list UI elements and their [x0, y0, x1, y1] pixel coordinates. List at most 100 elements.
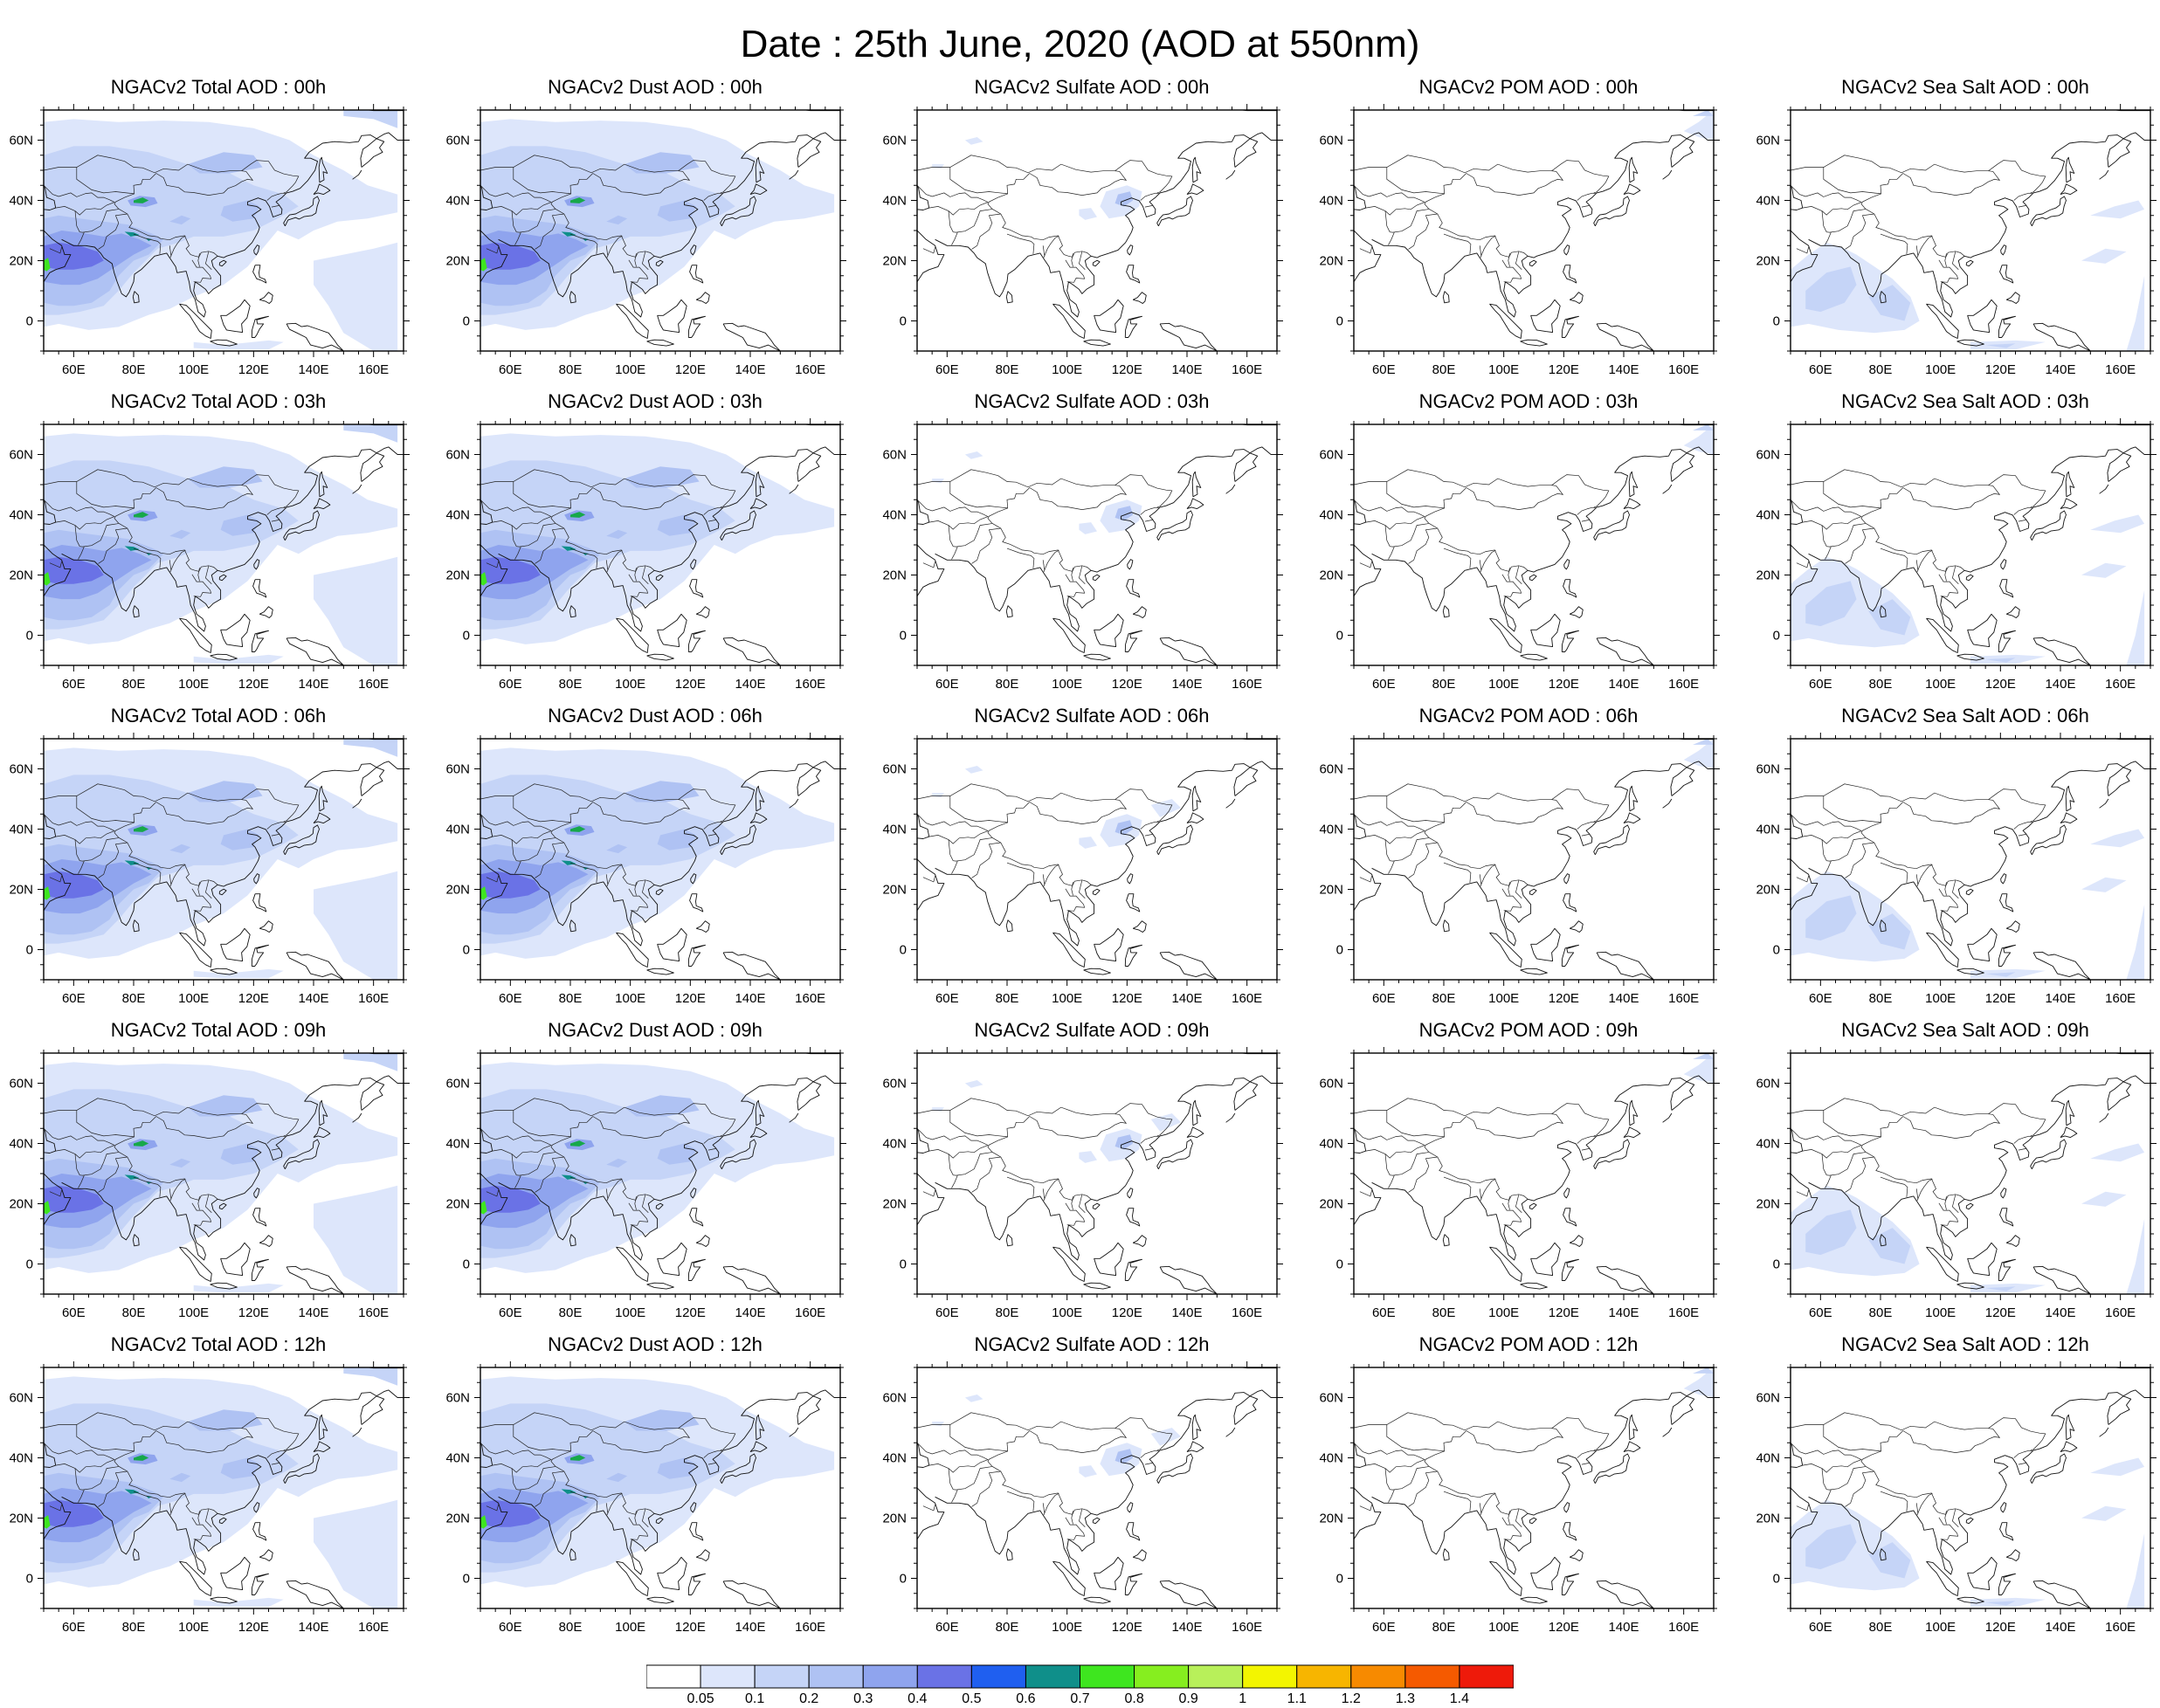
panel-title: NGACv2 POM AOD : 09h: [1418, 1019, 1639, 1041]
lat-tick-label: 40N: [1756, 823, 1780, 837]
lon-tick-label: 160E: [1232, 1305, 1262, 1320]
lat-tick-label: 20N: [1319, 883, 1343, 898]
lat-tick-label: 20N: [9, 254, 33, 269]
colorbar-bin: [916, 1664, 972, 1689]
lon-tick-label: 120E: [238, 362, 269, 377]
lon-tick-label: 120E: [1549, 1305, 1579, 1320]
lon-tick-label: 100E: [615, 991, 645, 1006]
lat-tick-label: 20N: [1756, 1197, 1780, 1212]
lon-tick-label: 80E: [559, 1305, 583, 1320]
aod-map: 60E 80E 100E 120E 140E 160E 60N 40N 20N 0: [882, 1047, 1283, 1320]
lon-tick-label: 100E: [1488, 1620, 1519, 1635]
lon-tick-label: 100E: [178, 991, 209, 1006]
lon-tick-label: 120E: [1549, 991, 1579, 1006]
lon-tick-label: 60E: [935, 362, 959, 377]
lon-tick-label: 160E: [358, 677, 389, 692]
colorbar-bin: [1080, 1664, 1135, 1689]
lon-tick-label: 120E: [1549, 1620, 1579, 1635]
lat-tick-label: 60N: [9, 1077, 33, 1092]
lat-tick-label: 60N: [1756, 448, 1780, 463]
map-panel: NGACv2 Total AOD : 00h 60E 80E 100E 120E 140E…: [0, 77, 437, 391]
map-panel: NGACv2 POM AOD : 12h 60E 80E 100E 120E 140E 16…: [1310, 1334, 1747, 1649]
lon-tick-label: 120E: [675, 677, 706, 692]
panel-title: NGACv2 Sulfate AOD : 06h: [974, 705, 1210, 727]
lon-tick-label: 120E: [675, 991, 706, 1006]
lat-tick-label: 0: [1773, 314, 1780, 329]
lon-tick-label: 100E: [178, 677, 209, 692]
lat-tick-label: 20N: [1319, 1197, 1343, 1212]
lon-tick-label: 140E: [298, 1305, 328, 1320]
lon-tick-label: 100E: [615, 1620, 645, 1635]
lat-tick-label: 0: [463, 314, 470, 329]
lat-tick-label: 20N: [1319, 254, 1343, 269]
colorbar-label: 1: [1239, 1691, 1246, 1705]
lon-tick-label: 80E: [1432, 677, 1456, 692]
lon-tick-label: 80E: [1869, 991, 1893, 1006]
lat-tick-label: 20N: [882, 1197, 907, 1212]
lat-tick-label: 60N: [1756, 1077, 1780, 1092]
lat-tick-label: 60N: [882, 448, 907, 463]
lon-tick-label: 80E: [122, 1620, 146, 1635]
colorbar-label: 1.3: [1396, 1691, 1415, 1705]
aod-map: 60E 80E 100E 120E 140E 160E 60N 40N 20N 0: [1756, 1361, 2157, 1635]
lon-tick-label: 160E: [1668, 1620, 1699, 1635]
lat-tick-label: 20N: [1319, 568, 1343, 583]
map-panel: NGACv2 Sea Salt AOD : 00h 60E 80E 100E 120E 1…: [1747, 77, 2160, 391]
lat-tick-label: 20N: [445, 1512, 470, 1526]
lat-tick-label: 0: [26, 1572, 33, 1587]
lat-tick-label: 40N: [9, 508, 33, 523]
lon-tick-label: 160E: [1668, 362, 1699, 377]
lat-tick-label: 0: [26, 629, 33, 644]
lat-tick-label: 20N: [1756, 1512, 1780, 1526]
lon-tick-label: 60E: [1809, 677, 1832, 692]
panel-title: NGACv2 Total AOD : 12h: [110, 1333, 327, 1355]
lon-tick-label: 60E: [62, 1620, 86, 1635]
colorbar-bin: [646, 1664, 701, 1689]
lon-tick-label: 100E: [1925, 1305, 1956, 1320]
colorbar-label: 1.1: [1287, 1691, 1307, 1705]
lat-tick-label: 40N: [445, 1451, 470, 1466]
map-panel: NGACv2 Total AOD : 12h 60E 80E 100E 120E 140E…: [0, 1334, 437, 1649]
lon-tick-label: 120E: [1985, 991, 2016, 1006]
lon-tick-label: 160E: [1232, 362, 1262, 377]
lat-tick-label: 40N: [1319, 1451, 1343, 1466]
lon-tick-label: 120E: [1549, 362, 1579, 377]
lon-tick-label: 160E: [1668, 991, 1699, 1006]
lat-tick-label: 20N: [445, 883, 470, 898]
lat-tick-label: 60N: [1319, 134, 1343, 148]
colorbar-label: 0.3: [853, 1691, 873, 1705]
lat-tick-label: 40N: [1756, 1137, 1780, 1152]
map-panel: NGACv2 Sulfate AOD : 06h 60E 80E 100E 120E 14…: [873, 706, 1310, 1020]
lon-tick-label: 160E: [795, 991, 825, 1006]
lon-tick-label: 140E: [1171, 1620, 1202, 1635]
map-panel: NGACv2 Dust AOD : 00h 60E 80E 100E 120E 140E 1…: [437, 77, 873, 391]
lon-tick-label: 100E: [1488, 677, 1519, 692]
lat-tick-label: 60N: [9, 448, 33, 463]
colorbar-bin: [700, 1664, 756, 1689]
lon-tick-label: 80E: [1869, 1305, 1893, 1320]
panel-title: NGACv2 Sulfate AOD : 03h: [974, 390, 1210, 412]
aod-map: 60E 80E 100E 120E 140E 160E 60N 40N 20N 0: [1319, 1361, 1720, 1635]
lat-tick-label: 60N: [882, 134, 907, 148]
panel-title: NGACv2 Dust AOD : 12h: [548, 1333, 763, 1355]
lon-tick-label: 80E: [996, 1305, 1019, 1320]
aod-map: 60E 80E 100E 120E 140E 160E 60N 40N 20N 0: [9, 418, 410, 692]
panel-title: NGACv2 Sulfate AOD : 00h: [974, 76, 1210, 98]
aod-map: 60E 80E 100E 120E 140E 160E 60N 40N 20N 0: [1756, 418, 2157, 692]
lat-tick-label: 40N: [9, 1137, 33, 1152]
map-panel: NGACv2 Sea Salt AOD : 03h 60E 80E 100E 120E 1…: [1747, 391, 2160, 706]
lon-tick-label: 140E: [298, 1620, 328, 1635]
lon-tick-label: 100E: [1052, 677, 1082, 692]
lat-tick-label: 40N: [1319, 508, 1343, 523]
lat-tick-label: 40N: [9, 194, 33, 209]
lat-tick-label: 60N: [445, 1391, 470, 1406]
lat-tick-label: 40N: [882, 1451, 907, 1466]
lat-tick-label: 40N: [445, 508, 470, 523]
lat-tick-label: 40N: [882, 1137, 907, 1152]
lat-tick-label: 0: [1773, 629, 1780, 644]
lon-tick-label: 120E: [675, 1620, 706, 1635]
lat-tick-label: 0: [1336, 943, 1343, 958]
lon-tick-label: 120E: [1112, 1305, 1142, 1320]
lon-tick-label: 60E: [1809, 1620, 1832, 1635]
page-title: Date : 25th June, 2020 (AOD at 550nm): [740, 23, 1420, 66]
